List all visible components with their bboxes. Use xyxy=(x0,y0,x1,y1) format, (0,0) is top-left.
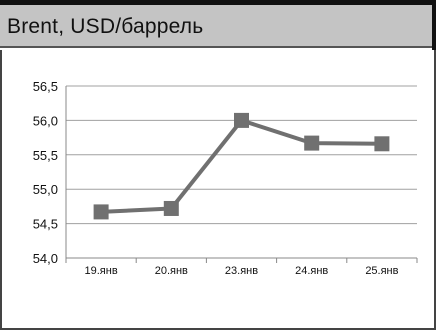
x-tick-label: 24.янв xyxy=(295,265,328,277)
x-tick-label: 25.янв xyxy=(365,265,398,277)
chart-panel xyxy=(0,50,436,330)
x-tick-label: 20.янв xyxy=(155,265,188,277)
x-tick-label: 19.янв xyxy=(85,265,118,277)
data-point-marker xyxy=(93,204,109,220)
data-point-marker xyxy=(374,136,390,152)
x-tick-label: 23.янв xyxy=(225,265,258,277)
y-tick-label: 56,5 xyxy=(33,79,58,94)
data-point-marker xyxy=(163,200,179,216)
y-tick-label: 55,0 xyxy=(33,182,58,197)
series-line xyxy=(101,118,382,214)
y-tick-label: 56,0 xyxy=(33,113,58,128)
top-border xyxy=(0,0,436,5)
chart-header: Brent, USD/баррель xyxy=(0,5,432,48)
y-tick-label: 54,0 xyxy=(33,251,58,266)
right-border xyxy=(432,0,436,50)
y-tick-label: 54,5 xyxy=(33,217,58,232)
data-point-marker xyxy=(304,135,320,151)
data-point-marker xyxy=(234,112,249,128)
y-tick-label: 55,5 xyxy=(33,148,58,163)
chart-title: Brent, USD/баррель xyxy=(7,15,204,38)
